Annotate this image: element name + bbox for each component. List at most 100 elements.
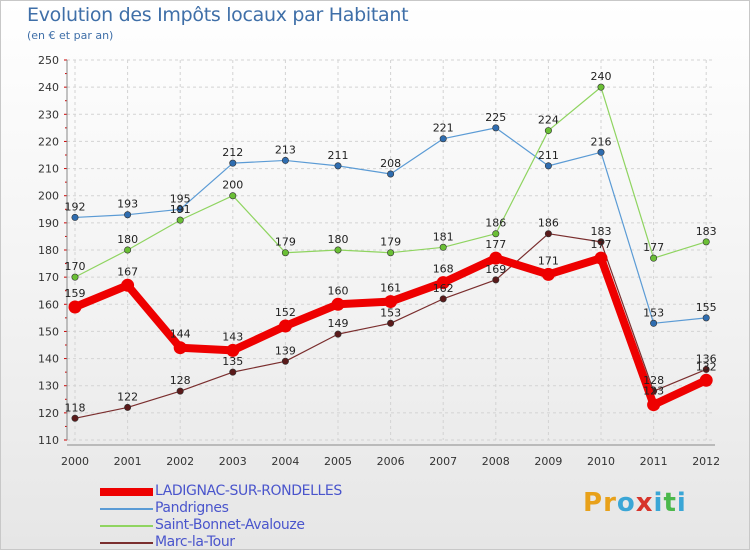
data-label-pandrignes: 155 (696, 301, 717, 314)
data-label-saint-bonnet-avalouze: 180 (117, 233, 138, 246)
x-tick-label: 2000 (61, 455, 89, 468)
y-tick-label: 210 (38, 163, 59, 176)
data-point-saint-bonnet-avalouze (387, 249, 395, 257)
logo-letter: i (676, 488, 687, 518)
data-label-pandrignes: 216 (591, 135, 612, 148)
data-point-saint-bonnet-avalouze (650, 254, 658, 262)
data-label-pandrignes: 211 (538, 149, 559, 162)
data-label-ladignac-sur-rondelles: 152 (275, 306, 296, 319)
data-point-marc-la-tour (229, 368, 237, 376)
data-point-pandrignes (281, 156, 289, 164)
data-point-ladignac-sur-rondelles (647, 398, 661, 412)
data-point-marc-la-tour (281, 357, 289, 365)
data-point-saint-bonnet-avalouze (544, 127, 552, 135)
data-label-saint-bonnet-avalouze: 200 (222, 179, 243, 192)
data-point-pandrignes (229, 159, 237, 167)
x-tick-label: 2005 (324, 455, 352, 468)
data-label-pandrignes: 212 (222, 146, 243, 159)
data-point-ladignac-sur-rondelles (173, 341, 187, 355)
data-point-ladignac-sur-rondelles (121, 278, 135, 292)
y-tick-label: 110 (38, 434, 59, 447)
logo-letter: o (616, 488, 636, 518)
proxiti-logo: Proxiti (583, 488, 687, 518)
axes: 110 120 130 140 150 160 170 180 190 200 210 220 230 2… (38, 54, 720, 468)
y-tick-label: 240 (38, 81, 59, 94)
legend-swatch-pandrignes (100, 508, 153, 510)
data-point-pandrignes (176, 205, 184, 213)
data-label-saint-bonnet-avalouze: 191 (170, 203, 191, 216)
x-tick-label: 2008 (482, 455, 510, 468)
data-label-marc-la-tour: 153 (380, 306, 401, 319)
data-point-ladignac-sur-rondelles (594, 251, 608, 265)
data-label-ladignac-sur-rondelles: 177 (485, 238, 506, 251)
data-label-ladignac-sur-rondelles: 123 (643, 385, 664, 398)
data-label-saint-bonnet-avalouze: 224 (538, 114, 559, 127)
x-tick-label: 2007 (429, 455, 457, 468)
data-label-marc-la-tour: 128 (170, 374, 191, 387)
data-point-ladignac-sur-rondelles (489, 251, 503, 265)
data-label-saint-bonnet-avalouze: 170 (65, 260, 86, 273)
data-point-pandrignes (492, 124, 500, 132)
data-label-pandrignes: 221 (433, 122, 454, 135)
x-tick-label: 2011 (640, 455, 668, 468)
data-label-saint-bonnet-avalouze: 180 (328, 233, 349, 246)
data-point-saint-bonnet-avalouze (702, 238, 710, 246)
data-point-ladignac-sur-rondelles (68, 300, 82, 314)
data-point-marc-la-tour (334, 330, 342, 338)
data-label-marc-la-tour: 139 (275, 344, 296, 357)
data-label-ladignac-sur-rondelles: 168 (433, 263, 454, 276)
data-point-pandrignes (334, 162, 342, 170)
data-point-marc-la-tour (439, 295, 447, 303)
x-tick-label: 2006 (377, 455, 405, 468)
series-lines (68, 83, 713, 422)
data-label-ladignac-sur-rondelles: 159 (65, 287, 86, 300)
logo-letter: r (603, 488, 617, 518)
data-point-saint-bonnet-avalouze (71, 273, 79, 281)
data-label-ladignac-sur-rondelles: 161 (380, 282, 401, 295)
y-tick-label: 170 (38, 271, 59, 284)
x-tick-label: 2001 (114, 455, 142, 468)
data-point-marc-la-tour (544, 230, 552, 238)
data-label-marc-la-tour: 136 (696, 352, 717, 365)
data-label-marc-la-tour: 183 (591, 225, 612, 238)
data-label-saint-bonnet-avalouze: 183 (696, 225, 717, 238)
legend-swatch-marc-la-tour (100, 542, 153, 544)
data-point-saint-bonnet-avalouze (229, 192, 237, 200)
data-point-ladignac-sur-rondelles (436, 276, 450, 290)
y-tick-label: 200 (38, 190, 59, 203)
data-point-marc-la-tour (387, 319, 395, 327)
data-point-marc-la-tour (124, 403, 132, 411)
data-label-ladignac-sur-rondelles: 143 (222, 330, 243, 343)
data-label-marc-la-tour: 118 (65, 401, 86, 414)
x-tick-label: 2012 (692, 455, 720, 468)
data-point-pandrignes (124, 211, 132, 219)
data-label-pandrignes: 193 (117, 198, 138, 211)
y-tick-label: 130 (38, 380, 59, 393)
data-point-pandrignes (702, 314, 710, 322)
data-label-pandrignes: 195 (170, 192, 191, 205)
x-tick-label: 2010 (587, 455, 615, 468)
legend-label-ladignac: LADIGNAC-SUR-RONDELLES (155, 483, 342, 499)
data-label-saint-bonnet-avalouze: 181 (433, 230, 454, 243)
data-point-pandrignes (597, 148, 605, 156)
data-point-saint-bonnet-avalouze (334, 246, 342, 254)
data-point-marc-la-tour (71, 414, 79, 422)
data-label-marc-la-tour: 135 (222, 355, 243, 368)
data-label-ladignac-sur-rondelles: 167 (117, 265, 138, 278)
data-label-marc-la-tour: 149 (328, 317, 349, 330)
data-label-ladignac-sur-rondelles: 132 (696, 360, 717, 373)
data-labels: 192 193 195 212 213 211 208 221 225 211 216 153 155 1… (65, 70, 717, 414)
data-label-marc-la-tour: 162 (433, 282, 454, 295)
y-tick-label: 140 (38, 353, 59, 366)
grid (67, 59, 715, 441)
data-label-marc-la-tour: 122 (117, 390, 138, 403)
data-point-ladignac-sur-rondelles (331, 297, 345, 311)
data-point-marc-la-tour (597, 238, 605, 246)
logo-letter: P (583, 488, 604, 518)
data-point-marc-la-tour (176, 387, 184, 395)
data-label-pandrignes: 153 (643, 306, 664, 319)
y-tick-label: 250 (38, 54, 59, 67)
x-tick-label: 2009 (534, 455, 562, 468)
data-point-saint-bonnet-avalouze (281, 249, 289, 257)
